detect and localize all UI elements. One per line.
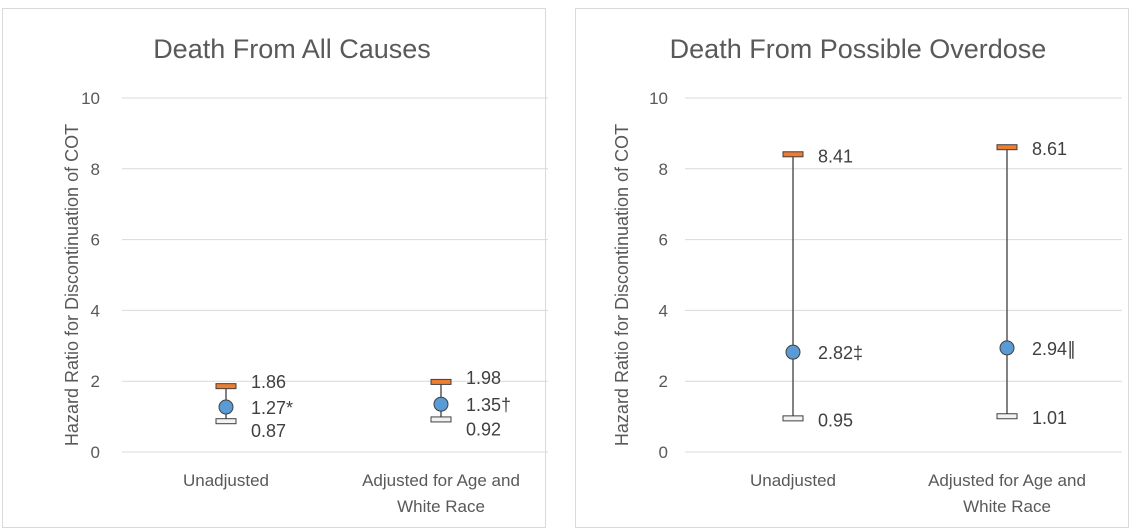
chart1-point1-estimate-label: 1.27* <box>251 398 293 418</box>
chart2-x-category-2: Adjusted for Age and White Race <box>928 471 1086 516</box>
chart2-y-tick-0: 0 <box>659 443 668 462</box>
chart2-y-axis-label: Hazard Ratio for Discontinuation of COT <box>612 124 632 446</box>
chart1-y-axis-label: Hazard Ratio for Discontinuation of COT <box>62 124 82 446</box>
chart1-y-tick-8: 8 <box>91 160 100 179</box>
chart1-y-tick-2: 2 <box>91 372 100 391</box>
chart1-y-tick-6: 6 <box>91 231 100 250</box>
chart2-point1-estimate-label: 2.82‡ <box>818 343 863 363</box>
chart2-title: Death From Possible Overdose <box>670 34 1047 64</box>
chart1-point1-estimate-marker <box>218 399 234 415</box>
chart1-point2-lower-marker <box>430 416 452 423</box>
chart1-y-tick-0: 0 <box>91 443 100 462</box>
chart1-point2-estimate-marker <box>433 396 449 412</box>
chart1-point2-upper-marker <box>430 378 452 385</box>
chart1-point2-estimate-label: 1.35† <box>466 395 511 415</box>
chart1-point1-lower-label: 0.87 <box>251 421 286 441</box>
chart1-point1-lower-marker <box>215 418 237 425</box>
chart1-title: Death From All Causes <box>153 34 431 64</box>
chart1-y-tick-10: 10 <box>81 89 100 108</box>
chart1-x-category-2: Adjusted for Age and White Race <box>362 471 520 516</box>
chart2-y-tick-10: 10 <box>649 89 668 108</box>
chart2-y-tick-8: 8 <box>659 160 668 179</box>
chart1-x-category-1: Unadjusted <box>183 471 269 490</box>
chart2-point2-upper-label: 8.61 <box>1032 139 1067 159</box>
chart2-point1-lower-label: 0.95 <box>818 410 853 430</box>
chart2-x-category-1: Unadjusted <box>750 471 836 490</box>
chart2-y-tick-2: 2 <box>659 372 668 391</box>
chart2-point1-lower-marker <box>782 415 804 422</box>
chart2-point2-estimate-marker <box>999 340 1015 356</box>
chart2-point2-estimate-label: 2.94∥ <box>1032 339 1076 359</box>
chart1-point1-upper-label: 1.86 <box>251 372 286 392</box>
chart2-point2-lower-label: 1.01 <box>1032 408 1067 428</box>
chart2-point1-estimate-marker <box>785 344 801 360</box>
chart2-y-tick-6: 6 <box>659 231 668 250</box>
chart1-point1-upper-marker <box>215 383 237 390</box>
chart2-point1-upper-label: 8.41 <box>818 146 853 166</box>
chart1-y-tick-4: 4 <box>91 301 100 320</box>
chart2-point2-upper-marker <box>996 144 1018 151</box>
chart1-point2-upper-label: 1.98 <box>466 368 501 388</box>
chart2-y-tick-4: 4 <box>659 301 668 320</box>
panel-frame-all-causes <box>2 8 546 528</box>
chart1-point2-lower-label: 0.92 <box>466 419 501 439</box>
panel-frame-overdose <box>575 8 1129 528</box>
chart2-point2-lower-marker <box>996 413 1018 420</box>
chart2-point1-upper-marker <box>782 151 804 158</box>
